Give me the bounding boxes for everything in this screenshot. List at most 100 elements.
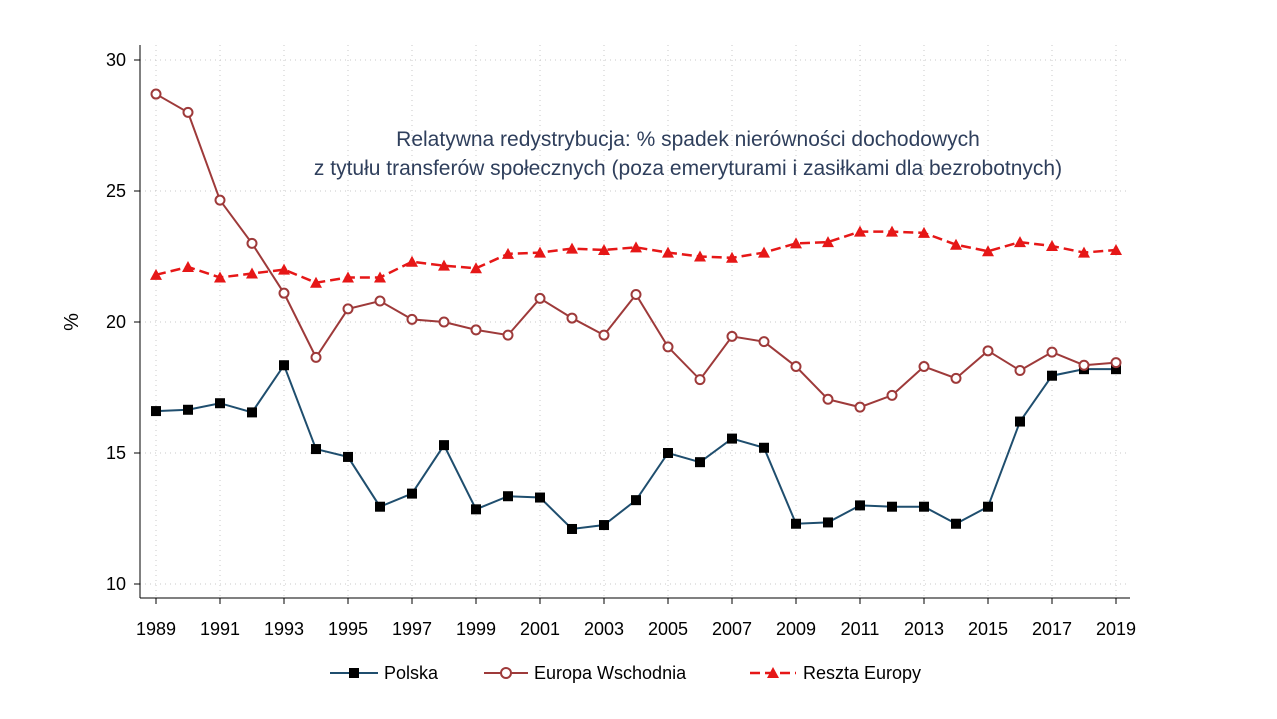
x-tick-label: 1993 — [264, 619, 304, 639]
data-point — [534, 246, 546, 258]
data-point — [406, 255, 418, 267]
data-point — [918, 226, 930, 238]
data-point — [1110, 243, 1122, 255]
data-point — [855, 500, 865, 511]
data-point — [310, 351, 322, 363]
data-point — [950, 372, 962, 384]
legend: Polska Europa Wschodnia Reszta Europy — [330, 663, 921, 683]
data-point — [438, 259, 450, 271]
title-line-1: Relatywna redystrybucja: % spadek nierów… — [396, 128, 980, 151]
data-point — [182, 106, 194, 118]
data-point — [630, 241, 642, 253]
y-tick-label: 30 — [106, 50, 126, 70]
data-point — [982, 245, 994, 257]
x-tick-label: 2011 — [841, 619, 880, 639]
legend-label-europa-wschodnia: Europa Wschodnia — [534, 663, 687, 683]
x-tick-label: 1999 — [456, 619, 496, 639]
data-point — [758, 336, 770, 348]
data-point — [502, 329, 514, 341]
data-point — [983, 501, 993, 512]
data-point — [183, 404, 193, 415]
data-point — [823, 517, 833, 528]
x-tick-label: 2003 — [584, 619, 624, 639]
y-ticks: 10 15 20 25 30 — [106, 50, 140, 594]
legend-label-polska: Polska — [384, 663, 439, 683]
data-point — [279, 360, 289, 371]
data-point — [375, 501, 385, 512]
legend-item-reszta-europy: Reszta Europy — [750, 663, 921, 683]
data-point — [1046, 240, 1058, 252]
x-tick-label: 2013 — [904, 619, 944, 639]
data-point — [758, 246, 770, 258]
legend-label-reszta-europy: Reszta Europy — [803, 663, 921, 683]
data-point — [694, 374, 706, 386]
legend-triangle-marker — [767, 667, 779, 678]
data-point — [663, 448, 673, 458]
data-point — [470, 262, 482, 274]
data-point — [471, 504, 481, 515]
data-point — [407, 488, 417, 499]
data-point — [1047, 370, 1057, 381]
data-point — [1015, 416, 1025, 427]
series-reszta-europy — [150, 225, 1122, 288]
data-point — [1078, 246, 1090, 258]
data-point — [598, 243, 610, 255]
x-tick-label: 1997 — [392, 619, 432, 639]
x-tick-label: 2015 — [968, 619, 1008, 639]
data-point — [886, 389, 898, 401]
x-ticks: 1989 1991 1993 1995 1997 1999 2001 2003 2005 2007… — [136, 598, 1136, 639]
data-point — [503, 491, 513, 502]
data-point — [694, 250, 706, 262]
data-point — [214, 271, 226, 283]
data-point — [535, 492, 545, 503]
y-tick-label: 20 — [106, 312, 126, 332]
x-tick-label: 2007 — [712, 619, 752, 639]
data-point — [1014, 364, 1026, 376]
data-point — [439, 440, 449, 451]
data-point — [950, 238, 962, 250]
legend-item-polska: Polska — [330, 663, 439, 683]
data-point — [598, 329, 610, 341]
chart-title: Relatywna redystrybucja: % spadek nierów… — [314, 128, 1062, 180]
x-tick-label: 2019 — [1096, 619, 1136, 639]
data-point — [310, 276, 322, 288]
x-tick-label: 2009 — [776, 619, 816, 639]
data-point — [822, 393, 834, 405]
data-point — [599, 520, 609, 531]
data-point — [854, 225, 866, 237]
data-point — [215, 398, 225, 409]
data-point — [1111, 364, 1121, 375]
data-point — [534, 292, 546, 304]
data-point — [1014, 236, 1026, 248]
y-axis-label: % — [61, 313, 83, 331]
data-point — [343, 451, 353, 462]
data-point — [791, 518, 801, 529]
data-point — [278, 263, 290, 275]
data-point — [886, 225, 898, 237]
data-point — [182, 260, 194, 272]
legend-circle-marker — [500, 667, 512, 679]
data-point — [150, 268, 162, 280]
x-tick-label: 1989 — [136, 619, 176, 639]
series-layer — [150, 88, 1122, 534]
data-point — [951, 518, 961, 529]
series-europa-wschodnia — [150, 88, 1122, 413]
data-point — [342, 271, 354, 283]
data-point — [502, 247, 514, 259]
data-point — [374, 295, 386, 307]
data-point — [311, 444, 321, 455]
data-point — [374, 271, 386, 283]
data-point — [726, 251, 738, 263]
data-point — [887, 501, 897, 512]
x-tick-label: 1995 — [328, 619, 368, 639]
data-point — [1078, 359, 1090, 371]
data-point — [470, 324, 482, 336]
data-point — [1110, 357, 1122, 369]
y-tick-label: 25 — [106, 181, 126, 201]
data-point — [631, 495, 641, 506]
data-point — [982, 345, 994, 357]
data-point — [567, 523, 577, 534]
legend-item-europa-wschodnia: Europa Wschodnia — [484, 663, 687, 683]
x-tick-label: 2005 — [648, 619, 688, 639]
